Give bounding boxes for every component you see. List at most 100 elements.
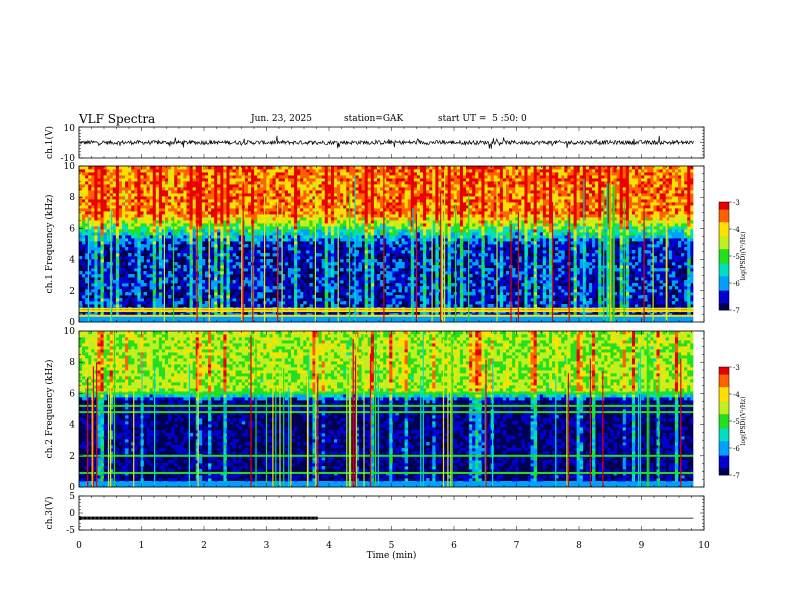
ch1-cell bbox=[155, 301, 160, 305]
ch1-cell bbox=[496, 238, 501, 242]
ch1-cell bbox=[413, 262, 418, 266]
ch1-cell bbox=[579, 280, 584, 284]
ch1-cell bbox=[555, 226, 559, 230]
ch1-cell bbox=[595, 301, 599, 305]
ch1-cell bbox=[330, 256, 335, 260]
ch1-cell bbox=[635, 262, 639, 266]
ch1-cell bbox=[478, 229, 482, 233]
ch1-cell bbox=[416, 295, 421, 299]
ch1-cell bbox=[545, 271, 550, 275]
ch1-cell bbox=[97, 295, 101, 299]
ch1-cell bbox=[201, 259, 206, 263]
ch1-cell bbox=[644, 238, 648, 242]
ch1-cell bbox=[352, 313, 356, 317]
ch1-cell bbox=[383, 232, 387, 236]
ch1-cell bbox=[118, 298, 123, 302]
ch1-cell bbox=[447, 262, 452, 266]
ch1-cell bbox=[650, 292, 654, 296]
ch1-cell bbox=[220, 268, 224, 272]
ch1-cell bbox=[131, 235, 135, 239]
ch1-cell bbox=[490, 256, 495, 260]
ch1-cell bbox=[456, 244, 461, 248]
ch1-cell bbox=[582, 244, 587, 248]
ch1-cell bbox=[143, 229, 147, 233]
ch1-cell bbox=[447, 280, 452, 284]
ch1-cell bbox=[450, 268, 455, 272]
ch1-cell bbox=[88, 232, 92, 236]
ch1-cell bbox=[211, 226, 215, 230]
ch1-cell bbox=[140, 256, 144, 260]
ch1-cell bbox=[478, 280, 482, 284]
ch1-cell bbox=[254, 286, 258, 290]
ch1-cell bbox=[604, 268, 608, 272]
ch1-cell bbox=[94, 319, 98, 323]
ch1-cell bbox=[472, 238, 476, 242]
ch1-cell bbox=[152, 271, 157, 275]
ch1-cell bbox=[545, 280, 550, 284]
ch1-cell bbox=[561, 247, 565, 251]
ch1-cell bbox=[214, 298, 218, 302]
ch1-cell bbox=[177, 253, 181, 257]
ch1-cell bbox=[687, 235, 691, 239]
ch1-cell bbox=[459, 286, 464, 290]
ch1-cell bbox=[398, 235, 402, 239]
ch1-cell bbox=[192, 298, 197, 302]
ch1-cell bbox=[100, 277, 104, 281]
ch1-cell bbox=[392, 280, 396, 284]
ch1-cell bbox=[155, 235, 160, 239]
ch1-cell bbox=[211, 271, 215, 275]
ch1-cell bbox=[281, 238, 286, 242]
ch1-cell bbox=[118, 229, 123, 233]
ch1-cell bbox=[638, 283, 642, 287]
ch1-cell bbox=[106, 295, 111, 299]
ch1-cell bbox=[459, 277, 464, 281]
ch1-cell bbox=[539, 250, 544, 254]
ch1-cell bbox=[180, 226, 184, 230]
ch1-cell bbox=[392, 301, 396, 305]
ch1-cell bbox=[303, 283, 307, 287]
ch1-cell bbox=[582, 232, 587, 236]
ch1-cell bbox=[115, 256, 120, 260]
ch1-cell bbox=[376, 268, 381, 272]
ch1-cell bbox=[435, 262, 439, 266]
ch1-cell bbox=[490, 253, 495, 257]
ch1-cell bbox=[496, 280, 501, 284]
ch1-cell bbox=[321, 244, 326, 248]
ch1-cell bbox=[100, 292, 104, 296]
ch1-cell bbox=[604, 301, 608, 305]
ch1-cell bbox=[598, 238, 602, 242]
ch1-cell bbox=[122, 247, 126, 251]
ch1-cell bbox=[174, 298, 178, 302]
ch1-cell bbox=[585, 319, 590, 323]
ch1-cell bbox=[161, 286, 166, 290]
ch1-cell bbox=[361, 301, 366, 305]
ch1-cell bbox=[601, 259, 605, 263]
ch1-cell bbox=[466, 235, 470, 239]
ch1-cell bbox=[269, 319, 273, 323]
ch1-cell bbox=[125, 226, 129, 230]
ch1-cell bbox=[269, 316, 273, 320]
ch1-cell bbox=[536, 229, 541, 233]
ch1-cell bbox=[122, 304, 126, 308]
ch1-cell bbox=[214, 277, 218, 281]
ch1-cell bbox=[386, 319, 390, 323]
ch1-cell bbox=[152, 268, 157, 272]
ch1-cell bbox=[211, 244, 215, 248]
ch1-cell bbox=[370, 277, 375, 281]
ch1-cell bbox=[343, 229, 347, 233]
ch1-cell bbox=[389, 250, 393, 254]
ch1-cell bbox=[496, 277, 501, 281]
ch1-cell bbox=[616, 319, 621, 323]
ch1-cell bbox=[545, 295, 550, 299]
ch1-cell bbox=[555, 259, 559, 263]
ch1-cell bbox=[681, 286, 685, 290]
ch1-cell bbox=[217, 223, 221, 227]
ch1-cell bbox=[656, 226, 660, 230]
ch1-cell bbox=[527, 268, 531, 272]
ch1-cell bbox=[681, 229, 685, 233]
ch1-cell bbox=[472, 265, 476, 269]
ch1-cell bbox=[389, 289, 393, 293]
ch1-cell bbox=[635, 268, 639, 272]
ch1-cell bbox=[619, 229, 624, 233]
ch1-cell bbox=[287, 241, 292, 245]
